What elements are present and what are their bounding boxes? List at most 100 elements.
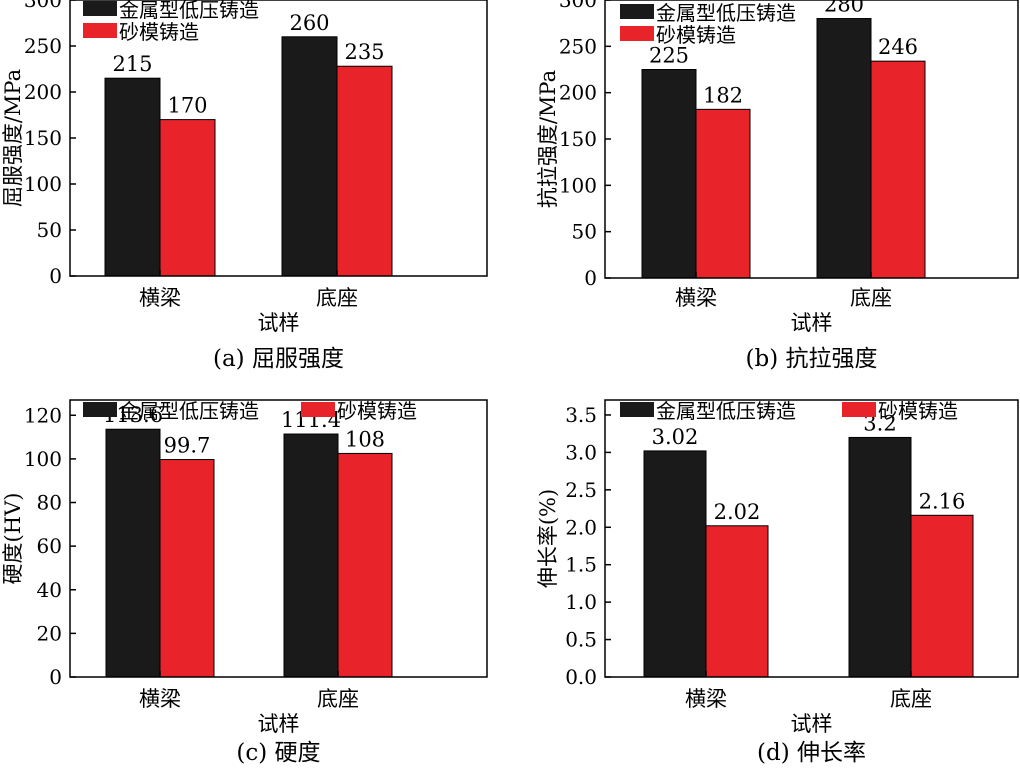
data-label: 215 (112, 52, 152, 76)
legend-swatch (301, 402, 335, 417)
bar (705, 525, 769, 678)
y-tick-label: 50 (572, 220, 597, 244)
bar (281, 36, 338, 277)
y-tick-label: 0 (49, 665, 62, 689)
legend-swatch (620, 4, 654, 19)
x-axis-label: 试样 (791, 712, 833, 736)
legend-swatch (620, 26, 654, 41)
y-tick-label: 300 (559, 0, 597, 12)
data-label: 108 (345, 427, 385, 451)
y-axis-label: 抗拉强度/MPa (536, 70, 560, 208)
chart-panel: 3.023.22.02 2.160.00.51.01.52.02.53.03.5横… (536, 399, 1019, 766)
bar (695, 108, 751, 279)
bar (104, 77, 161, 277)
legend-label: 砂模铸造 (878, 399, 958, 423)
legend-label: 金属型低压铸造 (119, 0, 259, 22)
chart-panel: 215 260 170 235 0 50 100 150 200 250 300 横梁 底座 屈服强度/M… (1, 0, 488, 372)
y-tick-label: 120 (24, 403, 62, 427)
data-label: 260 (289, 11, 329, 35)
legend-swatch (83, 402, 117, 417)
bar (105, 428, 161, 678)
y-axis-label: 屈服强度/MPa (1, 69, 25, 207)
bar (337, 452, 393, 678)
y-axis-label: 硬度(HV) (1, 493, 25, 585)
data-label: 170 (167, 94, 207, 118)
bar (159, 459, 215, 678)
panel-caption: (d) 伸长率 (757, 740, 866, 766)
data-label: 280 (824, 0, 864, 17)
bar (159, 119, 216, 277)
legend-label: 金属型低压铸造 (119, 399, 259, 423)
y-tick-label: 0 (584, 266, 597, 290)
bar (283, 433, 339, 678)
x-axis-label: 试样 (258, 311, 300, 335)
legend-label: 砂模铸造 (337, 399, 417, 423)
y-tick-label: 3.0 (565, 440, 597, 464)
y-tick-label: 150 (559, 127, 597, 151)
data-label: 235 (344, 40, 384, 64)
y-axis-label: 伸长率(%) (536, 489, 560, 588)
x-tick-label: 横梁 (685, 687, 727, 711)
y-tick-label: 100 (24, 447, 62, 471)
y-tick-label: 0.5 (565, 628, 597, 652)
legend-label: 砂模铸造 (119, 20, 199, 44)
y-tick-label: 3.5 (565, 403, 597, 427)
y-tick-label: 250 (24, 34, 62, 58)
panel-caption: (b) 抗拉强度 (746, 346, 878, 372)
y-tick-label: 2.5 (565, 478, 597, 502)
bar (910, 514, 974, 678)
chart-panel: 225 280 182 246 0 50 100 150 200 250 300 横梁 底座 抗拉强度/M… (536, 0, 1019, 372)
y-tick-label: 200 (24, 80, 62, 104)
legend-swatch (842, 402, 876, 417)
data-label: 182 (703, 83, 743, 107)
y-tick-label: 250 (559, 34, 597, 58)
y-tick-label: 80 (37, 491, 62, 515)
data-label: 225 (649, 44, 689, 68)
legend-swatch (83, 1, 117, 16)
y-tick-label: 100 (24, 172, 62, 196)
x-tick-label: 底座 (890, 687, 932, 711)
data-label: 2.16 (919, 489, 966, 513)
y-tick-label: 100 (559, 173, 597, 197)
y-tick-label: 300 (24, 0, 62, 12)
data-label: 246 (878, 35, 918, 59)
x-axis-label: 试样 (791, 311, 833, 335)
panel-caption: (c) 硬度 (236, 740, 320, 766)
x-tick-label: 底座 (316, 286, 358, 310)
x-axis-label: 试样 (258, 712, 300, 736)
data-label: 2.02 (714, 500, 761, 524)
legend-label: 金属型低压铸造 (656, 1, 796, 25)
legend-swatch (620, 402, 654, 417)
x-tick-label: 横梁 (675, 286, 717, 310)
x-tick-label: 横梁 (139, 687, 181, 711)
bar (336, 65, 393, 277)
data-label: 99.7 (164, 434, 211, 458)
y-tick-label: 0 (49, 264, 62, 288)
y-tick-label: 200 (559, 81, 597, 105)
y-tick-label: 0.0 (565, 665, 597, 689)
y-tick-label: 150 (24, 126, 62, 150)
panel-caption: (a) 屈服强度 (213, 346, 344, 372)
plot-frame (604, 399, 1019, 678)
x-tick-label: 底座 (850, 286, 892, 310)
plot-frame (69, 399, 488, 678)
y-tick-label: 2.0 (565, 515, 597, 539)
y-tick-label: 60 (37, 534, 62, 558)
y-tick-label: 40 (37, 578, 62, 602)
x-tick-label: 横梁 (139, 286, 181, 310)
data-label: 3.02 (652, 425, 699, 449)
x-tick-label: 底座 (317, 687, 359, 711)
y-tick-label: 50 (37, 218, 62, 242)
bar (816, 18, 872, 279)
bar (870, 60, 926, 279)
legend-label: 金属型低压铸造 (656, 399, 796, 423)
y-tick-label: 1.5 (565, 553, 597, 577)
legend-swatch (83, 23, 117, 38)
y-tick-label: 1.0 (565, 590, 597, 614)
bar (848, 436, 912, 678)
legend-label: 砂模铸造 (656, 23, 736, 47)
y-tick-label: 20 (37, 621, 62, 645)
bar (643, 450, 707, 678)
